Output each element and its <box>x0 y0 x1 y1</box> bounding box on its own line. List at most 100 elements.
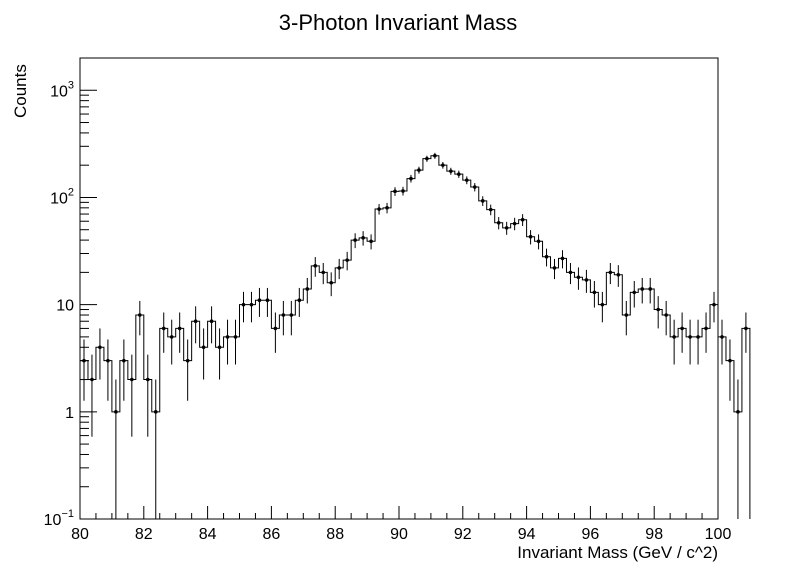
x-tick-label: 84 <box>199 526 217 543</box>
y-tick-label: 102 <box>50 186 74 207</box>
data-point <box>496 221 501 225</box>
data-point <box>648 287 653 291</box>
data-point <box>640 287 645 291</box>
data-point <box>608 270 613 275</box>
data-point <box>624 313 629 317</box>
data-point <box>600 302 605 307</box>
histogram-outline <box>79 155 751 519</box>
data-point <box>241 302 246 307</box>
data-point <box>449 169 453 173</box>
data-point <box>233 335 238 339</box>
data-point <box>369 239 373 244</box>
data-point <box>82 358 86 363</box>
data-point <box>209 319 214 324</box>
data-point <box>560 256 565 261</box>
x-tick-label: 92 <box>454 526 472 543</box>
data-point <box>528 234 533 239</box>
data-point <box>114 410 118 414</box>
y-axis-label: Counts <box>11 64 30 118</box>
y-tick-label: 10 <box>56 298 74 315</box>
data-point <box>512 221 517 226</box>
data-point <box>592 290 597 295</box>
data-point <box>433 153 437 158</box>
chart-title: 3-Photon Invariant Mass <box>279 10 517 35</box>
data-point <box>257 298 262 302</box>
x-tick-label: 86 <box>263 526 281 543</box>
data-point <box>488 207 493 212</box>
data-point <box>297 298 302 302</box>
data-point <box>361 236 365 240</box>
data-point <box>185 358 190 363</box>
data-point <box>504 226 509 230</box>
data-point <box>273 326 278 331</box>
data-point <box>153 410 158 414</box>
data-point <box>281 313 286 317</box>
data-point <box>138 313 142 317</box>
data-point <box>90 377 94 382</box>
data-point <box>305 287 310 291</box>
data-point <box>544 254 549 259</box>
data-point <box>249 302 254 307</box>
data-point <box>744 326 748 331</box>
data-point <box>409 176 413 181</box>
data-point <box>345 258 349 262</box>
data-point <box>130 377 134 382</box>
data-point <box>568 270 573 275</box>
data-point <box>145 377 150 382</box>
data-point <box>457 172 461 176</box>
data-point <box>616 272 621 277</box>
y-tick-label: 1 <box>65 405 74 422</box>
data-point <box>664 313 668 317</box>
x-tick-label: 98 <box>645 526 663 543</box>
data-point <box>122 358 126 363</box>
y-tick-label: 103 <box>50 79 74 100</box>
data-point <box>161 326 166 331</box>
data-point <box>289 313 294 317</box>
data-point <box>177 326 182 331</box>
data-point <box>217 345 222 350</box>
x-tick-label: 82 <box>135 526 153 543</box>
data-point <box>329 280 334 285</box>
y-axis: 10−1 1 10 102 103 <box>44 57 97 529</box>
data-point <box>417 168 421 172</box>
data-point <box>696 335 700 339</box>
data-point <box>584 278 589 282</box>
data-point <box>441 163 445 167</box>
data-point <box>385 206 389 210</box>
data-point <box>169 335 174 339</box>
data-point <box>576 275 581 280</box>
data-point <box>472 185 477 189</box>
data-point <box>464 178 469 182</box>
data-point <box>736 410 740 414</box>
data-point <box>225 335 230 339</box>
histogram-bins <box>79 152 751 519</box>
data-point <box>313 264 318 268</box>
data-point <box>193 319 198 324</box>
data-point <box>425 156 429 161</box>
x-tick-label: 90 <box>390 526 408 543</box>
data-point <box>688 335 692 339</box>
data-point <box>712 302 716 307</box>
data-point <box>393 189 397 194</box>
x-tick-label: 100 <box>705 526 732 543</box>
x-tick-label: 94 <box>518 526 536 543</box>
data-point <box>672 335 676 339</box>
data-point <box>632 290 637 295</box>
data-point <box>401 189 405 193</box>
data-point <box>536 239 541 244</box>
data-point <box>704 326 708 331</box>
data-point <box>321 270 326 275</box>
x-tick-label: 88 <box>326 526 344 543</box>
data-point <box>520 217 525 222</box>
data-point <box>265 298 270 302</box>
x-tick-label: 80 <box>71 526 89 543</box>
x-axis-label: Invariant Mass (GeV / c^2) <box>517 543 718 562</box>
data-point <box>353 238 357 242</box>
data-point <box>106 358 110 363</box>
data-point <box>720 335 724 339</box>
data-point <box>377 207 381 211</box>
data-point <box>552 266 557 270</box>
data-point <box>680 326 684 331</box>
